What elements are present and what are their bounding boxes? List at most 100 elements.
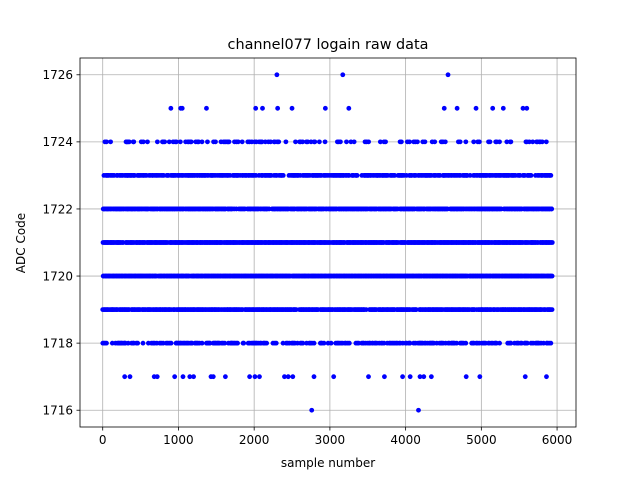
y-tick-label: 1718	[42, 336, 73, 350]
data-point	[316, 139, 322, 145]
data-point	[247, 374, 253, 380]
data-point	[125, 340, 131, 346]
data-point	[179, 105, 185, 111]
data-point	[309, 407, 315, 413]
data-point	[273, 340, 279, 346]
data-point	[548, 340, 554, 346]
data-point	[428, 374, 434, 380]
data-point	[508, 139, 514, 145]
data-point	[422, 139, 428, 145]
data-point	[135, 340, 141, 346]
y-tick-label: 1724	[42, 135, 73, 149]
data-point	[432, 139, 438, 145]
data-point	[351, 139, 357, 145]
data-point	[407, 139, 412, 145]
y-tick-label: 1716	[42, 404, 73, 418]
data-point	[549, 307, 555, 312]
data-point	[382, 374, 387, 380]
data-point	[548, 173, 554, 178]
data-point	[122, 374, 128, 380]
data-point	[463, 374, 469, 380]
data-point	[366, 374, 371, 380]
data-point	[293, 139, 298, 145]
data-point	[415, 139, 420, 145]
data-point	[283, 139, 289, 145]
data-point	[166, 139, 172, 145]
data-point	[530, 139, 536, 145]
data-point	[477, 374, 483, 380]
data-point	[204, 105, 209, 111]
data-point	[346, 340, 352, 346]
data-point	[322, 105, 328, 111]
data-point	[338, 139, 343, 145]
y-axis-label: ADC Code	[14, 213, 28, 273]
data-point	[471, 139, 477, 145]
data-point	[289, 105, 295, 111]
x-tick-label: 6000	[542, 433, 573, 447]
data-point	[549, 273, 555, 279]
data-point	[463, 340, 469, 346]
data-point	[259, 139, 265, 145]
data-point	[490, 105, 496, 111]
data-point	[328, 340, 334, 346]
data-point	[539, 139, 545, 145]
data-point	[275, 105, 281, 111]
data-point	[257, 374, 262, 380]
data-point	[222, 374, 228, 380]
data-point	[140, 139, 146, 145]
data-point	[549, 206, 555, 212]
data-point	[497, 340, 502, 346]
data-point	[487, 139, 493, 145]
data-point	[168, 105, 174, 111]
x-tick-label: 5000	[466, 433, 497, 447]
data-point	[145, 139, 150, 145]
data-point	[454, 105, 460, 111]
x-tick-label: 3000	[315, 433, 346, 447]
data-point	[162, 139, 168, 145]
data-point	[416, 407, 421, 413]
data-point	[280, 173, 286, 178]
y-tick-label: 1722	[42, 202, 73, 216]
data-point	[241, 340, 247, 346]
data-point	[312, 139, 318, 145]
data-point	[331, 374, 337, 380]
data-point	[276, 139, 282, 145]
data-point	[311, 340, 317, 346]
data-point	[188, 139, 194, 145]
data-point	[321, 340, 327, 346]
x-tick-label: 4000	[390, 433, 421, 447]
data-point	[322, 139, 328, 145]
data-point	[131, 139, 137, 145]
data-point	[253, 105, 259, 111]
data-point	[441, 105, 447, 111]
data-point	[544, 374, 549, 380]
data-point	[500, 105, 506, 111]
data-point	[191, 374, 196, 380]
data-point	[104, 139, 109, 145]
x-tick-label: 2000	[239, 433, 270, 447]
axis-ticks: 0 1000 2000 3000 4000 5000 6000 1716 1718 1720 172…	[42, 68, 572, 447]
data-point	[172, 374, 178, 380]
data-point	[463, 139, 469, 145]
data-point	[300, 139, 306, 145]
data-point	[383, 139, 388, 145]
data-point	[543, 139, 549, 145]
data-point	[392, 173, 398, 178]
data-point	[407, 340, 413, 346]
data-point	[104, 340, 109, 346]
data-point	[174, 139, 179, 145]
data-point	[526, 139, 532, 145]
x-axis-label: sample number	[281, 456, 375, 470]
data-point	[154, 374, 160, 380]
data-point	[524, 105, 530, 111]
data-point	[497, 139, 502, 145]
x-tick-label: 0	[99, 433, 107, 447]
data-point	[199, 340, 205, 346]
data-point	[268, 139, 273, 145]
data-point	[235, 139, 241, 145]
data-point	[282, 374, 287, 380]
data-point	[213, 139, 218, 145]
data-point	[274, 72, 280, 78]
data-point	[199, 139, 205, 145]
